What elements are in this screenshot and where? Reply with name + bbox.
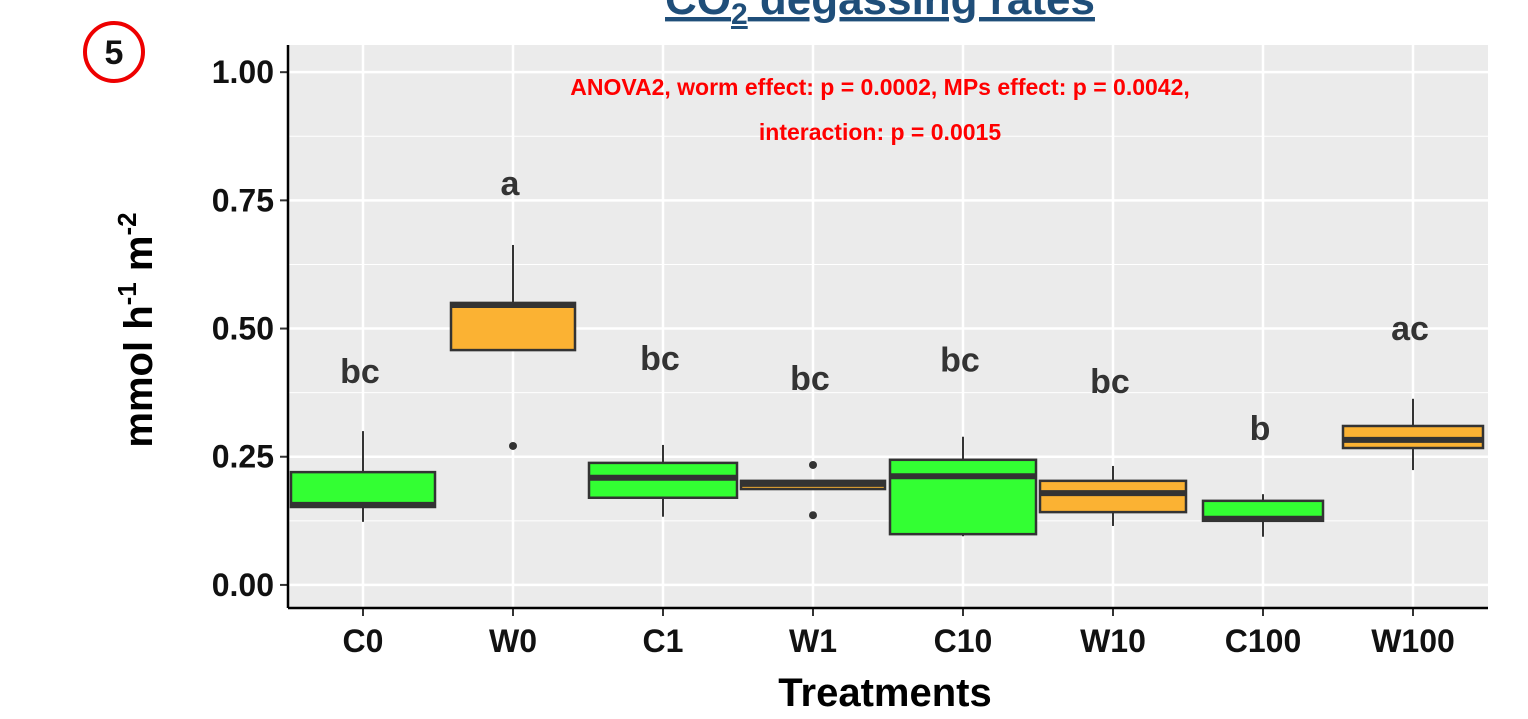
y-label-sup: -2 [112,212,142,235]
group-letter: bc [1090,363,1130,401]
box [449,301,577,352]
group-letter: a [501,165,521,203]
y-tick-label: 0.75 [212,182,274,218]
box [289,470,437,509]
box [1038,479,1188,514]
x-tick-label: W100 [1371,623,1455,659]
x-tick-label: W10 [1080,623,1146,659]
group-letter: bc [640,340,680,378]
x-tick-label: W0 [489,623,537,659]
y-axis-label: mmol h-1 m-2 [112,212,161,447]
x-tick-label: C1 [643,623,684,659]
group-letter: b [1250,410,1271,448]
y-tick-label: 0.50 [212,311,274,347]
title-rest: degassing rates [748,0,1095,24]
box [888,458,1038,536]
annotation: ANOVA2, worm effect: p = 0.0002, MPs eff… [570,74,1190,100]
x-tick-label: C100 [1225,623,1302,659]
outlier [509,441,517,450]
group-letter: bc [940,342,980,380]
y-tick-label: 1.00 [212,54,274,90]
group-letter: ac [1391,310,1429,348]
badge-circle [83,21,145,83]
x-tick-label: C10 [934,623,993,659]
x-tick-label: W1 [789,623,837,659]
x-tick-label: C0 [343,623,384,659]
y-tick-label: 0.25 [212,439,274,475]
group-letter: bc [790,360,830,398]
y-label-part: mmol h [117,305,161,447]
group-letter: bc [340,353,380,391]
chart-title: CO2 degassing rates [665,0,1095,31]
y-label-part: m [117,236,161,283]
annotation: interaction: p = 0.0015 [759,119,1001,145]
outlier [809,511,817,520]
outlier [809,460,817,469]
title-sub: 2 [731,0,748,31]
y-tick-label: 0.00 [212,567,274,603]
badge: 5 [105,34,124,72]
title-main: CO [665,0,731,24]
y-label-sup: -1 [112,282,142,305]
x-axis-label: Treatments [778,671,991,715]
